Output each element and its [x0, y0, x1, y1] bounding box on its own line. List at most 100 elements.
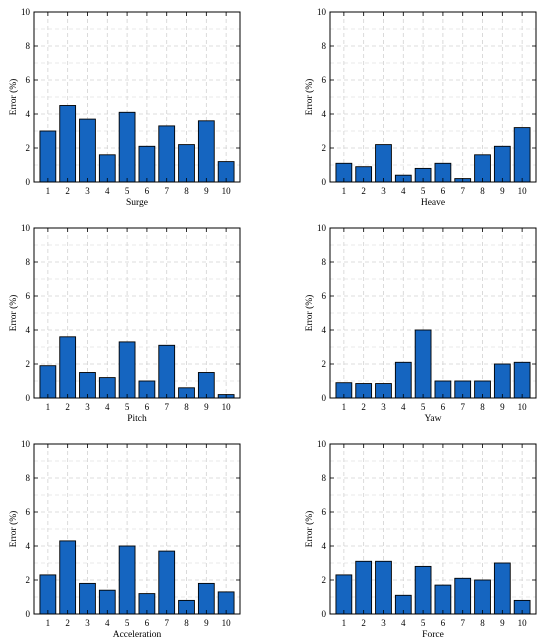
x-tick-label-3: 3: [85, 618, 90, 628]
x-tick-label-8: 8: [184, 402, 189, 412]
x-tick-label-3: 3: [85, 186, 90, 196]
x-tick-label-10: 10: [518, 402, 528, 412]
y-tick-label-0: 0: [322, 177, 327, 187]
x-tick-label-5: 5: [125, 186, 130, 196]
bar-6: [434, 584, 452, 615]
x-tick-label-5: 5: [421, 186, 426, 196]
bar-9: [493, 363, 511, 399]
x-tick-label-9: 9: [204, 402, 209, 412]
plot-frame: [329, 11, 537, 183]
y-tick-label-0: 0: [26, 177, 31, 187]
x-tick-label-7: 7: [164, 402, 169, 412]
x-tick-label-2: 2: [65, 618, 70, 628]
x-tick-label-3: 3: [85, 402, 90, 412]
bar-8: [474, 579, 491, 615]
bar-2: [59, 336, 77, 399]
y-tick-label-2: 2: [26, 359, 31, 369]
x-tick-label-2: 2: [361, 618, 366, 628]
y-tick-label-4: 4: [322, 109, 327, 119]
x-tick-label-1: 1: [46, 186, 51, 196]
y-tick-label-6: 6: [26, 507, 31, 517]
x-tick-label-7: 7: [460, 618, 465, 628]
x-tick-label-8: 8: [184, 186, 189, 196]
x-axis-label: Yaw: [425, 414, 442, 424]
y-tick-label-6: 6: [322, 507, 327, 517]
bar-9: [197, 582, 215, 615]
x-tick-label-6: 6: [441, 186, 446, 196]
bar-6: [138, 145, 156, 183]
bar-3: [375, 144, 392, 183]
x-tick-label-6: 6: [441, 402, 446, 412]
x-tick-label-2: 2: [65, 402, 70, 412]
bar-3: [79, 582, 96, 615]
x-tick-label-1: 1: [46, 402, 51, 412]
x-tick-label-1: 1: [342, 618, 347, 628]
bar-9: [493, 145, 511, 183]
y-tick-label-4: 4: [26, 325, 31, 335]
bar-1: [39, 365, 57, 399]
bar-9: [197, 120, 215, 183]
x-tick-label-5: 5: [125, 618, 130, 628]
y-tick-label-8: 8: [322, 41, 327, 51]
plot-frame: [33, 11, 241, 183]
x-tick-label-4: 4: [105, 186, 110, 196]
x-tick-label-4: 4: [105, 618, 110, 628]
x-tick-label-6: 6: [145, 618, 150, 628]
bar-4: [394, 361, 412, 399]
y-axis-label: Error (%): [8, 511, 19, 548]
x-tick-label-8: 8: [480, 618, 485, 628]
y-tick-label-8: 8: [26, 257, 31, 267]
x-tick-label-6: 6: [145, 402, 150, 412]
y-tick-label-2: 2: [322, 575, 327, 585]
x-tick-label-10: 10: [222, 186, 232, 196]
bar-2: [355, 560, 373, 615]
x-tick-label-5: 5: [421, 402, 426, 412]
bar-3: [79, 118, 96, 183]
y-tick-label-10: 10: [317, 223, 327, 233]
x-tick-label-8: 8: [184, 618, 189, 628]
x-axis-label: Pitch: [127, 414, 147, 424]
y-tick-label-10: 10: [317, 7, 327, 17]
bar-8: [474, 154, 491, 183]
x-tick-label-1: 1: [46, 618, 51, 628]
x-tick-label-7: 7: [460, 186, 465, 196]
bar-2: [59, 105, 77, 183]
x-tick-label-5: 5: [421, 618, 426, 628]
y-tick-label-10: 10: [317, 439, 327, 449]
x-tick-label-9: 9: [500, 618, 505, 628]
bar-7: [454, 577, 472, 615]
x-tick-label-6: 6: [145, 186, 150, 196]
x-tick-label-10: 10: [518, 186, 528, 196]
x-tick-label-4: 4: [401, 402, 406, 412]
x-tick-label-3: 3: [381, 402, 386, 412]
bar-5: [118, 545, 136, 615]
y-tick-label-2: 2: [322, 359, 327, 369]
y-tick-label-6: 6: [322, 291, 327, 301]
x-tick-label-6: 6: [441, 618, 446, 628]
bar-7: [158, 125, 176, 183]
x-tick-label-2: 2: [361, 402, 366, 412]
plot-frame: [329, 443, 537, 615]
x-tick-label-8: 8: [480, 402, 485, 412]
y-tick-label-6: 6: [26, 75, 31, 85]
bar-10: [513, 127, 531, 183]
y-tick-label-2: 2: [26, 575, 31, 585]
y-tick-label-10: 10: [21, 7, 31, 17]
x-tick-label-1: 1: [342, 186, 347, 196]
x-tick-label-8: 8: [480, 186, 485, 196]
y-tick-label-8: 8: [322, 257, 327, 267]
bar-1: [39, 130, 57, 183]
y-tick-label-0: 0: [26, 393, 31, 403]
plot-frame: [33, 227, 241, 399]
x-axis-label: Force: [422, 630, 444, 640]
x-axis-label: Acceleration: [113, 630, 162, 640]
bar-7: [158, 344, 176, 399]
x-tick-label-4: 4: [401, 186, 406, 196]
y-tick-label-8: 8: [26, 41, 31, 51]
bar-1: [39, 574, 57, 615]
x-tick-label-9: 9: [500, 186, 505, 196]
